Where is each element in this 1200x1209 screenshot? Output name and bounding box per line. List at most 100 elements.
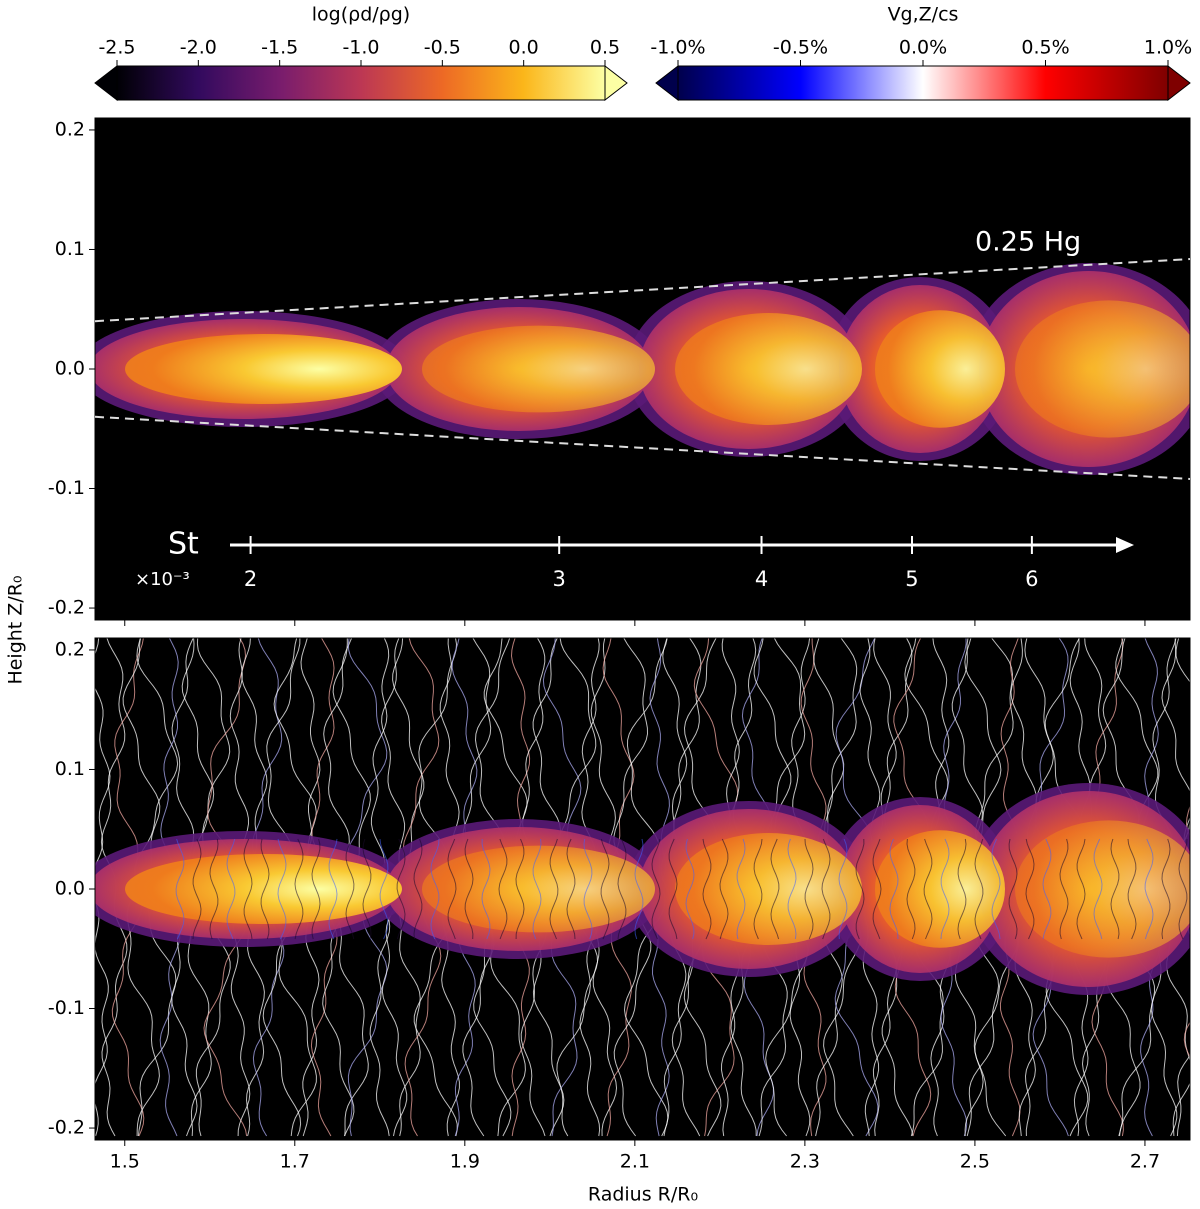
colorbar [116, 65, 606, 101]
streamline [1008, 838, 1018, 940]
colorbar-tick-label: -1.0% [650, 37, 705, 59]
dust-core [1015, 820, 1190, 958]
streamline [668, 838, 678, 940]
streamline [1025, 838, 1035, 940]
y-tick-label: 0.1 [55, 238, 85, 260]
dust-core [1015, 300, 1190, 438]
colorbar-tick-label: 0.0 [509, 37, 539, 59]
streamline [1110, 838, 1120, 940]
streamline [311, 838, 321, 940]
streamline [600, 838, 610, 940]
colorbar-tick-label: -2.0 [180, 37, 217, 59]
x-tick-label: 1.7 [280, 1151, 310, 1173]
colorbar-tick-label: 1.0% [1144, 37, 1192, 59]
y-tick-label: 0.0 [55, 358, 85, 380]
velocity-map [95, 638, 1190, 1137]
streamline [957, 838, 967, 940]
streamline [702, 838, 712, 940]
streamline [430, 838, 440, 940]
streamline [753, 838, 763, 940]
y-tick-label: 0.2 [55, 638, 85, 660]
y-tick-label: -0.2 [48, 597, 85, 619]
stokes-tick-label: 6 [1025, 567, 1038, 591]
streamline [685, 838, 695, 940]
colorbar-max-extension [604, 64, 628, 102]
streamline [345, 838, 355, 940]
dust-core [675, 833, 862, 945]
streamline [396, 838, 406, 940]
streamline [1183, 804, 1190, 1059]
colorbar-tick-label: -1.5 [261, 37, 298, 59]
stokes-tick-label: 3 [552, 567, 565, 591]
streamline [855, 838, 865, 940]
stokes-label: St [168, 527, 199, 562]
streamline [379, 838, 389, 940]
streamline [192, 838, 202, 940]
streamline [209, 838, 219, 940]
colorbar-tick-label: -1.0 [342, 37, 379, 59]
colorbar-tick-label: 0.5% [1021, 37, 1069, 59]
x-axis-label: Radius R/R₀ [588, 1184, 698, 1206]
streamline [328, 838, 338, 940]
streamline [804, 838, 814, 940]
colorbar [677, 65, 1169, 101]
x-tick-label: 2.5 [960, 1151, 990, 1173]
colorbar-label: Vg,Z/cs [888, 4, 959, 26]
y-tick-label: 0.1 [55, 758, 85, 780]
stokes-multiplier: ×10⁻³ [135, 569, 190, 590]
streamline [634, 838, 644, 940]
y-tick-label: -0.1 [48, 477, 85, 499]
colorbar-max-extension [1167, 64, 1191, 102]
colorbar-tick-label: 0.0% [899, 37, 947, 59]
y-tick-label: -0.2 [48, 1117, 85, 1139]
colorbar-tick-label: -2.5 [98, 37, 135, 59]
dust-core [675, 313, 862, 425]
streamline [260, 838, 270, 940]
streamline [481, 838, 491, 940]
colorbar-tick-label: -0.5 [424, 37, 461, 59]
scale-height-label: 0.25 Hg [975, 227, 1081, 258]
streamline [1042, 838, 1052, 940]
streamline [1161, 838, 1171, 940]
colorbar-tick-label: -0.5% [773, 37, 828, 59]
streamline [362, 838, 372, 940]
streamline [294, 838, 304, 940]
streamline [277, 838, 287, 940]
streamline [413, 838, 423, 940]
streamline [821, 838, 831, 940]
streamline [940, 838, 950, 940]
streamline [1093, 838, 1103, 940]
streamline [889, 838, 899, 940]
streamline [736, 838, 746, 940]
streamline [991, 838, 1001, 940]
streamline [498, 838, 508, 940]
colorbar-tick-label: 0.5 [590, 37, 620, 59]
streamline [923, 838, 933, 940]
x-tick-label: 1.9 [450, 1151, 480, 1173]
streamline [906, 838, 916, 940]
density-map [95, 263, 1190, 475]
streamline [617, 838, 627, 940]
streamline [651, 838, 661, 940]
streamline [175, 838, 185, 940]
dust-core [125, 334, 402, 404]
streamline [770, 838, 780, 940]
x-tick-label: 2.3 [790, 1151, 820, 1173]
streamline [243, 838, 253, 940]
stokes-tick-label: 2 [244, 567, 257, 591]
streamline [872, 838, 882, 940]
dust-core [875, 310, 1005, 428]
streamline [226, 838, 236, 940]
stokes-tick-label: 4 [755, 567, 768, 591]
streamline [787, 838, 797, 940]
dust-core [875, 830, 1005, 948]
scale-height-line [94, 415, 1191, 480]
streamline [532, 838, 542, 940]
streamline [583, 838, 593, 940]
x-tick-label: 2.1 [620, 1151, 650, 1173]
streamline [1127, 838, 1137, 940]
y-tick-label: 0.2 [55, 118, 85, 140]
streamline [1178, 838, 1188, 940]
colorbar-min-extension [655, 64, 679, 102]
